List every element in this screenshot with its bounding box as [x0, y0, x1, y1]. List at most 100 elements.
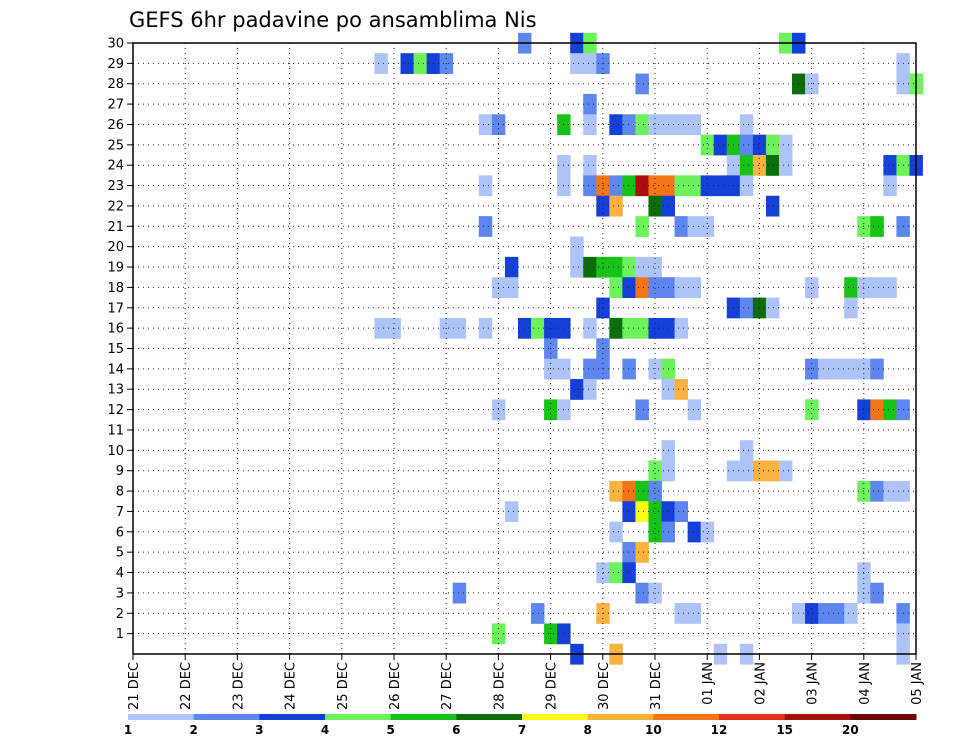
- heatmap-cell: [805, 358, 819, 380]
- heatmap-cell: [478, 114, 493, 136]
- heatmap-cell: [713, 175, 728, 197]
- colorbar-swatch: [719, 714, 786, 720]
- heatmap-cell: [635, 175, 649, 197]
- heatmap-cell: [531, 317, 545, 339]
- heatmap-cell: [570, 379, 584, 400]
- heatmap-cell: [622, 277, 636, 298]
- colorbar-swatch: [390, 714, 457, 720]
- heatmap-cell: [583, 114, 597, 136]
- x-tick-label: 27 DEC: [440, 662, 455, 710]
- y-tick-label: 2: [116, 607, 124, 622]
- heatmap-cell: [674, 317, 689, 339]
- heatmap-cell: [504, 277, 519, 298]
- colorbar-label: 10: [645, 723, 662, 737]
- y-tick-label: 22: [107, 199, 124, 214]
- heatmap-cell: [844, 297, 858, 319]
- x-tick-label: 30 DEC: [597, 662, 612, 710]
- heatmap-cell: [504, 501, 519, 523]
- heatmap-cell: [635, 399, 649, 421]
- heatmap-cell: [700, 216, 715, 237]
- y-tick-label: 18: [107, 281, 124, 296]
- heatmap-cell: [752, 134, 767, 156]
- heatmap-cell: [648, 521, 662, 543]
- heatmap-cell: [478, 317, 493, 339]
- heatmap-cell: [844, 603, 858, 624]
- colorbar-swatch: [193, 714, 260, 720]
- heatmap-cell: [452, 582, 467, 604]
- heatmap-cell: [870, 216, 884, 237]
- heatmap-cell: [635, 501, 649, 523]
- heatmap-cell: [635, 73, 649, 95]
- heatmap-cell: [583, 93, 597, 115]
- y-tick-label: 29: [107, 57, 124, 72]
- heatmap-cell: [870, 277, 884, 298]
- heatmap-cell: [400, 53, 414, 74]
- heatmap-cell: [857, 399, 871, 421]
- heatmap-cell: [635, 277, 649, 298]
- y-tick-label: 26: [107, 118, 124, 133]
- heatmap-cell: [687, 175, 702, 197]
- colorbar-label: 5: [386, 723, 394, 737]
- heatmap-cell: [648, 256, 662, 278]
- heatmap-cell: [765, 134, 780, 156]
- heatmap-cell: [857, 480, 871, 502]
- heatmap-cell: [635, 582, 649, 604]
- colorbar-label: 1: [124, 723, 132, 737]
- heatmap-cell: [739, 114, 754, 136]
- x-tick-label: 01 JAN: [701, 662, 716, 705]
- x-tick-label: 31 DEC: [649, 662, 664, 710]
- heatmap-cell: [609, 521, 623, 543]
- heatmap-cell: [648, 358, 662, 380]
- heatmap-cell: [674, 379, 689, 400]
- heatmap-cell: [818, 603, 832, 624]
- x-tick-label: 23 DEC: [231, 662, 246, 710]
- heatmap-cell: [635, 114, 649, 136]
- heatmap-cell: [609, 317, 623, 339]
- y-tick-label: 7: [116, 505, 124, 520]
- heatmap-cell: [778, 155, 793, 176]
- heatmap-cell: [739, 175, 754, 197]
- heatmap-cell: [622, 541, 636, 563]
- heatmap-cell: [583, 317, 597, 339]
- heatmap-cell: [648, 480, 662, 502]
- x-tick-label: 26 DEC: [388, 662, 403, 710]
- heatmap-cell: [687, 521, 702, 543]
- heatmap-cell: [883, 277, 897, 298]
- heatmap-cell: [635, 317, 649, 339]
- y-tick-label: 20: [107, 240, 124, 255]
- heatmap-cell: [739, 134, 754, 156]
- heatmap-cell: [570, 53, 584, 74]
- heatmap-cell: [752, 155, 767, 176]
- heatmap-cell: [648, 195, 662, 217]
- heatmap-cell: [648, 277, 662, 298]
- y-tick-label: 24: [107, 159, 124, 174]
- y-tick-label: 15: [107, 342, 124, 357]
- y-tick-label: 9: [116, 464, 124, 479]
- heatmap-cell: [831, 358, 845, 380]
- heatmap-cell: [622, 317, 636, 339]
- x-tick-label: 04 JAN: [858, 662, 873, 705]
- colorbar-swatch: [850, 714, 917, 720]
- heatmap-cell: [635, 256, 649, 278]
- heatmap-cell: [870, 480, 884, 502]
- heatmap-cell: [857, 216, 871, 237]
- heatmap-cell: [544, 399, 558, 421]
- heatmap-cell: [805, 277, 819, 298]
- colorbar-label: 15: [776, 723, 793, 737]
- heatmap-cell: [583, 175, 597, 197]
- x-tick-label: 24 DEC: [284, 662, 299, 710]
- x-tick-label: 29 DEC: [545, 662, 560, 710]
- heatmap-cell: [765, 297, 780, 319]
- colorbar-swatch: [587, 714, 654, 720]
- heatmap-cell: [765, 155, 780, 176]
- heatmap-cell: [844, 358, 858, 380]
- heatmap-cell: [648, 114, 662, 136]
- heatmap-cell: [700, 521, 715, 543]
- heatmap-cell: [870, 582, 884, 604]
- heatmap-cell: [674, 216, 689, 237]
- y-tick-label: 25: [107, 138, 124, 153]
- heatmap-cell: [374, 53, 388, 74]
- heatmap-cell: [818, 358, 832, 380]
- heatmap-cell: [413, 53, 428, 74]
